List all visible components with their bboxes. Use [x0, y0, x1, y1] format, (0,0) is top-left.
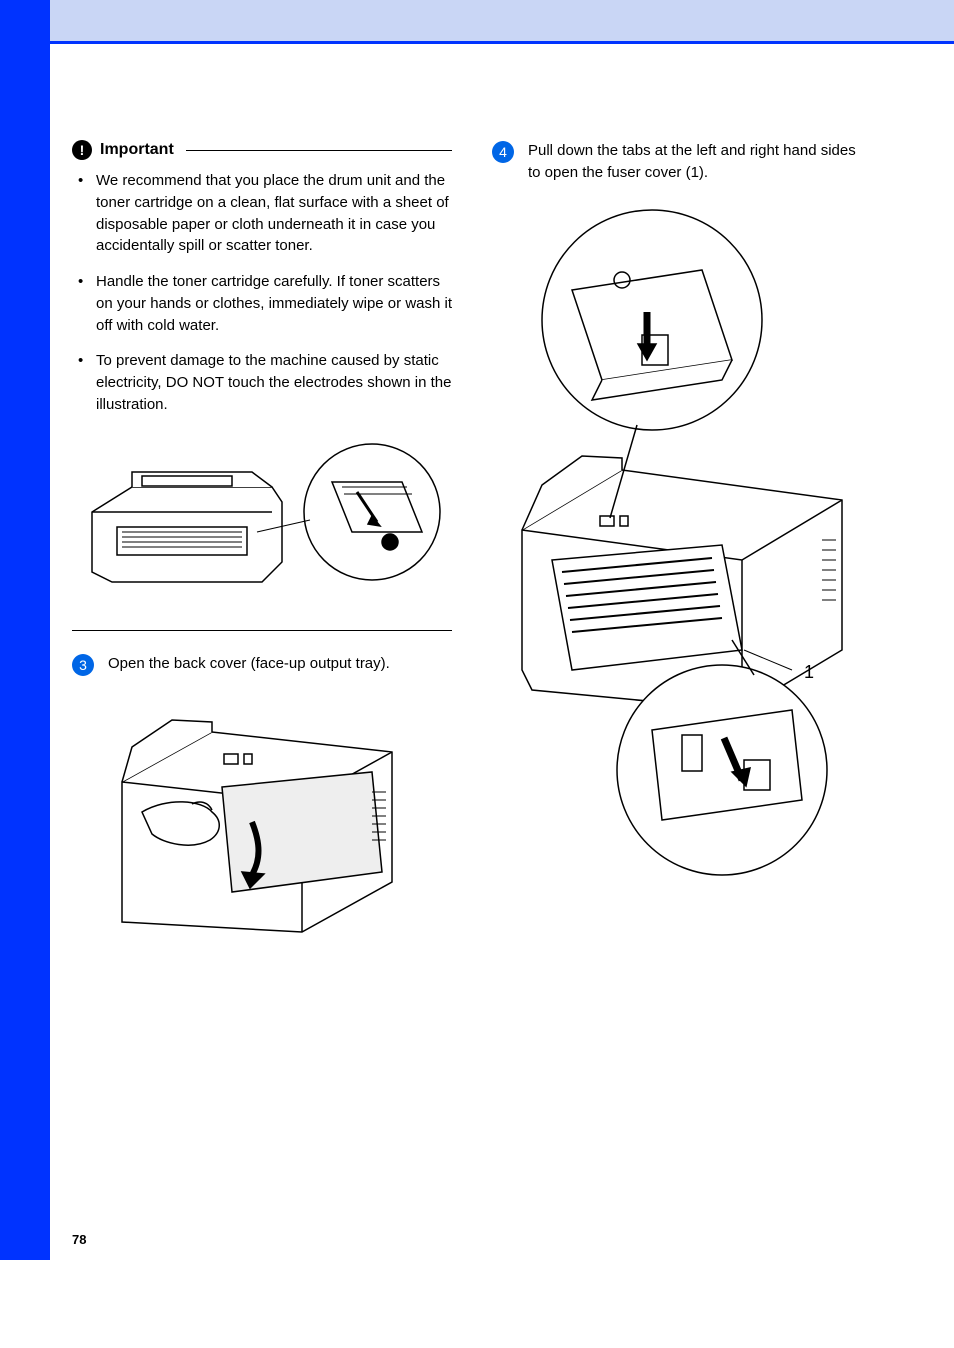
important-icon: ! — [72, 140, 92, 160]
step-3-text: Open the back cover (face-up output tray… — [108, 653, 390, 675]
page-number: 78 — [72, 1232, 86, 1247]
left-sidebar-accent — [0, 0, 50, 1260]
step-3-number-badge: 3 — [72, 654, 94, 676]
left-column: ! Important We recommend that you place … — [72, 140, 452, 970]
important-bullet-2: Handle the toner cartridge carefully. If… — [78, 271, 452, 336]
illustration-back-cover — [72, 692, 452, 952]
important-bottom-rule — [72, 630, 452, 631]
important-title: Important — [100, 141, 174, 159]
illustration-fuser-tabs: 1 — [492, 200, 872, 900]
step-4-text: Pull down the tabs at the left and right… — [528, 140, 872, 184]
right-column: 4 Pull down the tabs at the left and rig… — [492, 140, 872, 970]
step-3: 3 Open the back cover (face-up output tr… — [72, 653, 452, 676]
top-header-band — [50, 0, 954, 42]
important-bullet-3: To prevent damage to the machine caused … — [78, 350, 452, 415]
important-bullet-list: We recommend that you place the drum uni… — [72, 170, 452, 416]
page-content: ! Important We recommend that you place … — [72, 140, 892, 970]
important-rule-line — [186, 150, 452, 151]
illustration-electrodes — [72, 432, 452, 612]
important-bullet-1: We recommend that you place the drum uni… — [78, 170, 452, 257]
step-4-number-badge: 4 — [492, 141, 514, 163]
important-heading-row: ! Important — [72, 140, 452, 160]
step-4: 4 Pull down the tabs at the left and rig… — [492, 140, 872, 184]
callout-1-label: 1 — [804, 662, 814, 682]
